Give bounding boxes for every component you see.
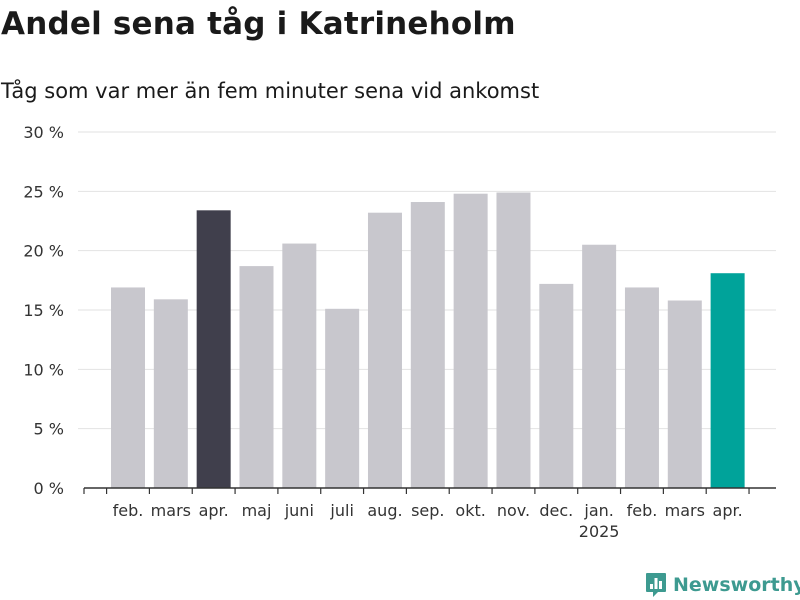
x-tick-label: juni	[284, 501, 314, 520]
x-tick-label: aug.	[367, 501, 402, 520]
bar	[196, 210, 231, 488]
bar	[710, 273, 745, 488]
y-tick-label: 0 %	[34, 479, 64, 498]
bar	[453, 193, 488, 488]
bar	[367, 212, 402, 488]
bar	[410, 202, 445, 488]
y-tick-label: 5 %	[34, 420, 64, 439]
x-tick-label: sep.	[411, 501, 444, 520]
x-tick-label: feb.	[113, 501, 144, 520]
x-tick-label: apr.	[199, 501, 229, 520]
x-tick-label: apr.	[713, 501, 743, 520]
bar	[667, 300, 702, 488]
y-tick-label: 15 %	[23, 301, 64, 320]
chart-title: Andel sena tåg i Katrineholm	[1, 6, 516, 42]
bar	[582, 244, 617, 488]
x-tick-label: nov.	[497, 501, 530, 520]
y-tick-label: 10 %	[23, 360, 64, 379]
x-tick-label: mars	[665, 501, 705, 520]
y-tick-label: 30 %	[23, 123, 64, 142]
y-tick-label: 20 %	[23, 242, 64, 261]
brand-name: Newsworthy	[673, 574, 800, 596]
x-tick-label: okt.	[455, 501, 485, 520]
bar	[282, 243, 317, 488]
newsworthy-logo[interactable]: Newsworthy	[645, 571, 800, 599]
chart-subtitle: Tåg som var mer än fem minuter sena vid …	[1, 79, 540, 103]
bar	[539, 283, 574, 488]
bar	[239, 266, 274, 488]
bar	[111, 287, 145, 488]
x-tick-year-label: 2025	[579, 522, 620, 541]
x-tick-label: feb.	[627, 501, 658, 520]
x-tick-label: juli	[329, 501, 353, 520]
x-tick-label: dec.	[539, 501, 573, 520]
bar	[624, 287, 659, 488]
bar	[153, 299, 188, 488]
x-tick-label: mars	[151, 501, 191, 520]
y-tick-label: 25 %	[23, 182, 64, 201]
bar	[325, 308, 360, 488]
x-tick-label: jan.	[583, 501, 613, 520]
newsworthy-logo-icon	[646, 573, 666, 597]
x-tick-label: maj	[242, 501, 272, 520]
bar	[496, 192, 531, 488]
